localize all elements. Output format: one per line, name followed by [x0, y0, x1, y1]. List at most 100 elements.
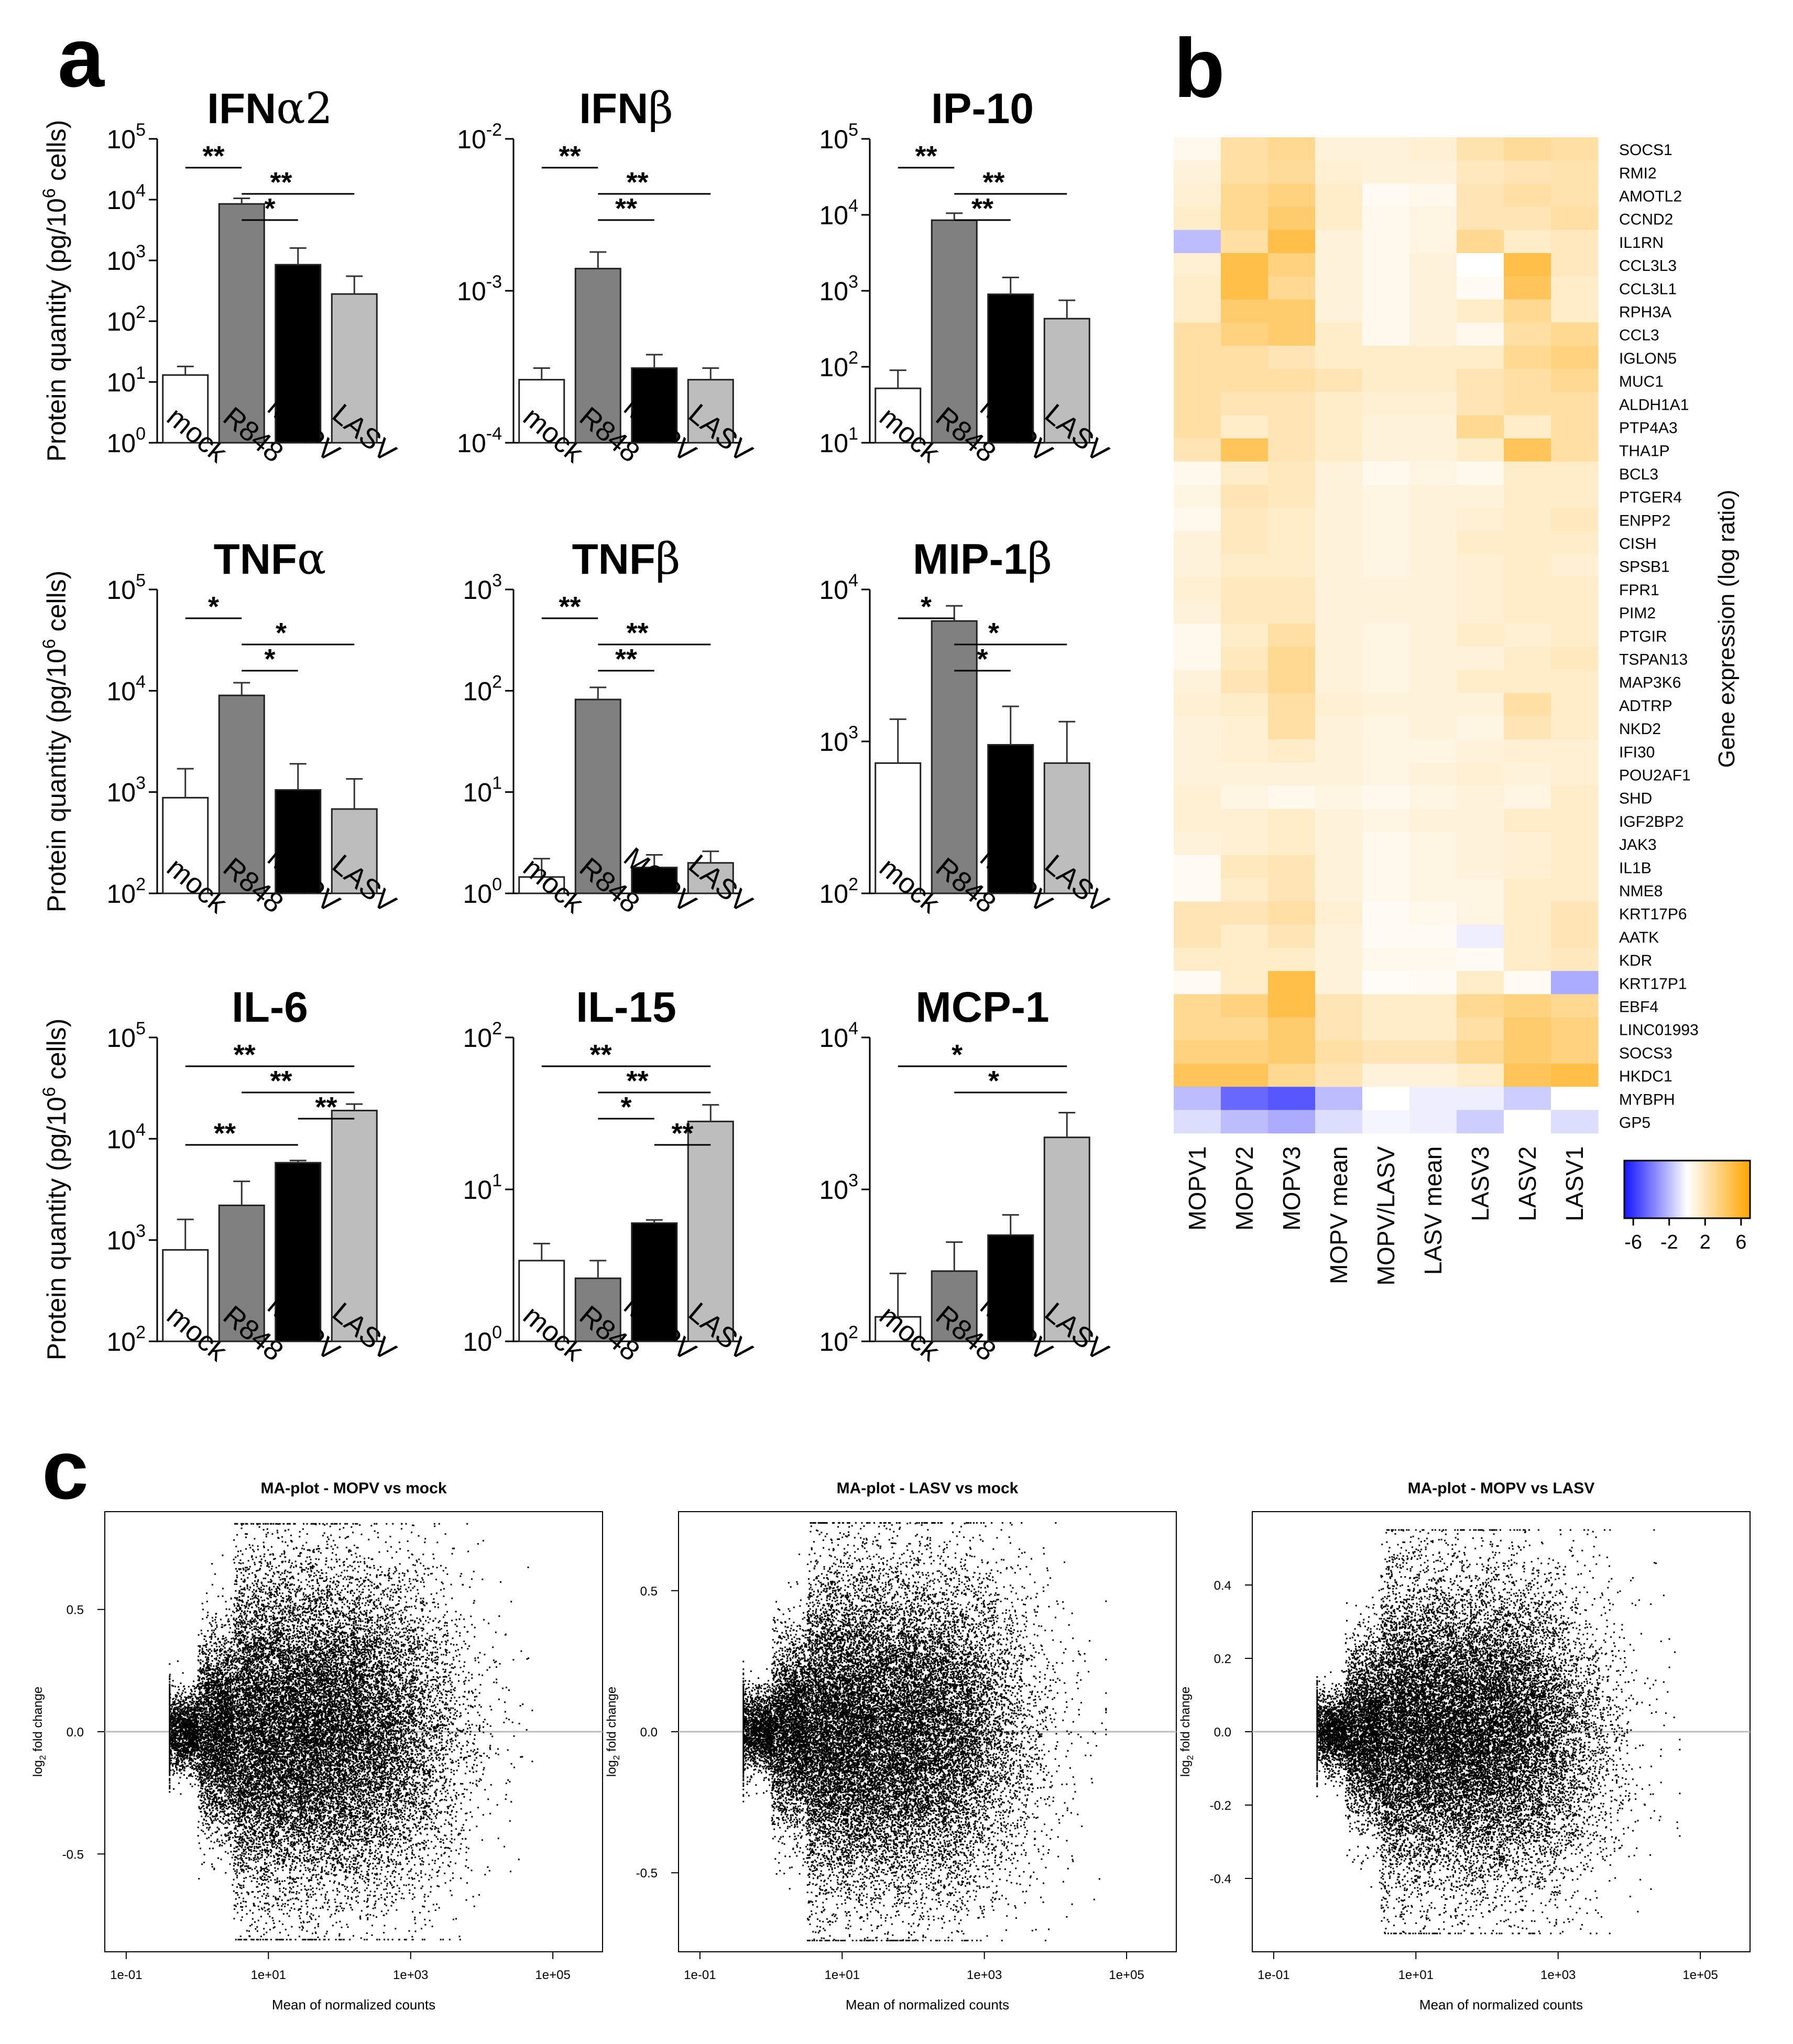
heatmap-row-label: IGLON5	[1619, 350, 1677, 367]
x-tick-label: 1e+03	[393, 1968, 428, 1982]
significance-label: *	[264, 193, 275, 224]
y-tick-label: 102	[106, 875, 146, 909]
heatmap-cell	[1221, 693, 1269, 717]
heatmap-cell	[1551, 206, 1599, 231]
heatmap-cell	[1362, 808, 1410, 833]
heatmap-cell	[1268, 577, 1316, 601]
heatmap-cell	[1174, 808, 1221, 833]
heatmap-cell	[1551, 508, 1599, 531]
heatmap-cell	[1457, 739, 1504, 763]
heatmap-row-label: CCL3	[1619, 327, 1659, 344]
heatmap-cell	[1221, 392, 1269, 416]
heatmap-cell	[1504, 1087, 1551, 1110]
heatmap-cell	[1221, 855, 1269, 879]
heatmap-cell	[1174, 948, 1221, 971]
heatmap-cell	[1457, 577, 1504, 601]
heatmap-cell	[1457, 299, 1504, 323]
heatmap-cell	[1362, 322, 1410, 346]
heatmap-cell	[1362, 137, 1410, 161]
heatmap-cell	[1457, 531, 1504, 555]
panel-label-a: a	[58, 10, 105, 104]
heatmap-cell	[1174, 971, 1221, 994]
heatmap-column-label: MOPV2	[1231, 1146, 1258, 1231]
heatmap-cell	[1409, 554, 1457, 578]
heatmap-cell	[1504, 322, 1551, 346]
heatmap-cell	[1315, 693, 1363, 717]
heatmap-cell	[1174, 994, 1221, 1018]
heatmap-cell	[1268, 670, 1316, 694]
chart-title: IL-15	[576, 983, 676, 1031]
heatmap-row-label: PTP4A3	[1619, 420, 1678, 437]
heatmap-cell	[1362, 948, 1410, 971]
heatmap-cell	[1457, 808, 1504, 833]
heatmap-row-label: TSPAN13	[1619, 651, 1688, 669]
significance-label: **	[671, 1118, 693, 1149]
bar-lasv	[687, 862, 734, 894]
y-tick-label: 103	[463, 571, 502, 605]
heatmap-cell	[1504, 369, 1551, 392]
heatmap-cell	[1221, 253, 1269, 277]
heatmap-cell	[1174, 785, 1221, 810]
heatmap-cell	[1268, 948, 1316, 971]
heatmap-cell	[1362, 345, 1410, 369]
heatmap-cell	[1409, 253, 1457, 277]
heatmap-cell	[1504, 160, 1551, 184]
heatmap-cell	[1221, 531, 1269, 555]
heatmap-cell	[1551, 160, 1599, 184]
heatmap-cell	[1221, 994, 1269, 1018]
heatmap-cell	[1315, 508, 1363, 531]
heatmap-cell	[1268, 901, 1316, 925]
y-tick-label: 105	[106, 571, 146, 605]
heatmap-cell	[1457, 392, 1504, 416]
significance-label: *	[620, 1091, 631, 1123]
heatmap-cell	[1362, 994, 1410, 1018]
bar-r848	[931, 1270, 978, 1342]
y-tick-label: -0.4	[1210, 1872, 1231, 1886]
heatmap-cell	[1174, 276, 1221, 300]
heatmap-row-label: FPR1	[1619, 582, 1659, 599]
heatmap-cell	[1221, 554, 1269, 578]
chart-title: IL-6	[232, 983, 308, 1031]
heatmap-cell	[1221, 137, 1269, 161]
heatmap-cell	[1551, 785, 1599, 810]
heatmap-cell	[1268, 600, 1316, 624]
x-tick-label: 1e+01	[825, 1968, 860, 1982]
heatmap-cell	[1221, 299, 1269, 323]
heatmap-cell	[1551, 924, 1599, 948]
y-tick-label: 101	[106, 363, 146, 397]
heatmap-cell	[1315, 948, 1363, 971]
significance-label: **	[915, 140, 937, 172]
heatmap-cell	[1221, 670, 1269, 694]
heatmap-cell	[1409, 229, 1457, 254]
x-tick-label: 1e+05	[535, 1968, 570, 1982]
heatmap-row-label: MYBPH	[1619, 1091, 1675, 1108]
heatmap-row-label: NME8	[1619, 883, 1663, 900]
y-tick-label: 102	[819, 1322, 858, 1357]
heatmap-cell	[1457, 948, 1504, 971]
heatmap-cell	[1362, 1017, 1410, 1041]
heatmap-cell	[1362, 624, 1410, 647]
heatmap-row-label: ENPP2	[1619, 512, 1670, 529]
bar-mopv	[987, 744, 1034, 894]
heatmap-cell	[1551, 855, 1599, 879]
heatmap-cell	[1268, 624, 1316, 647]
heatmap-cell	[1221, 461, 1269, 485]
heatmap-cell	[1409, 1110, 1457, 1134]
heatmap-cell	[1174, 229, 1221, 254]
ma-plot-1: MA-plot - MOPV vs mock 1e-01 1e+01 1e+03 1e+…	[31, 1480, 603, 2013]
heatmap-cell	[1362, 716, 1410, 740]
panel-b-heatmap: SOCS1 RMI2 AMOTL2 CCND2 IL1RN CCL3L3 CCL3L1 RPH…	[1174, 137, 1751, 1285]
heatmap-cell	[1551, 229, 1599, 254]
heatmap-cell	[1362, 1110, 1410, 1134]
y-tick-label: 10-2	[457, 120, 502, 154]
heatmap-cell	[1268, 438, 1316, 462]
heatmap-cell	[1551, 461, 1599, 485]
heatmap-cell	[1457, 253, 1504, 277]
heatmap-cell	[1457, 878, 1504, 902]
heatmap-cell	[1362, 299, 1410, 323]
bar-r848	[931, 219, 978, 444]
heatmap-cell	[1221, 739, 1269, 763]
heatmap-cell	[1268, 369, 1316, 392]
heatmap-cell	[1504, 971, 1551, 994]
